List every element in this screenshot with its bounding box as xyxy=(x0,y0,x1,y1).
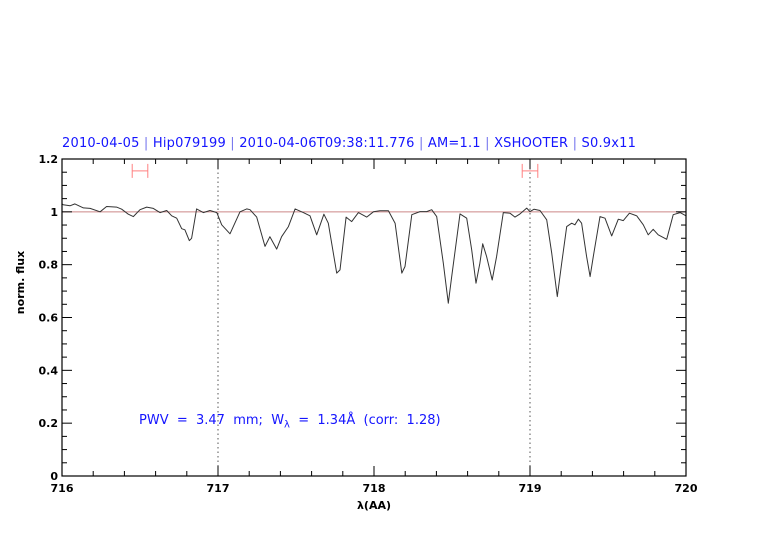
title-instrument: XSHOOTER xyxy=(494,136,569,151)
title-separator: | xyxy=(485,136,490,151)
title-separator: | xyxy=(143,136,149,151)
y-tick-label: 0.2 xyxy=(39,417,59,430)
title-date: 2010-04-05 xyxy=(62,136,140,151)
pwv-text: PWV = 3.47 mm; W xyxy=(139,413,285,428)
x-tick-label: 716 xyxy=(51,482,74,495)
y-tick-label: 0.4 xyxy=(39,364,59,377)
spectrum-line xyxy=(61,203,687,304)
y-tick-label: 1.2 xyxy=(39,153,59,166)
x-tick-label: 717 xyxy=(207,482,230,495)
pwv-annotation: PWV = 3.47 mm; Wλ = 1.34Å (corr: 1.28) xyxy=(139,413,441,431)
y-tick-label: 0.6 xyxy=(39,312,59,325)
y-tick-label: 0.8 xyxy=(39,259,59,272)
x-tick-label: 719 xyxy=(519,482,542,495)
x-axis-label: λ(AA) xyxy=(357,499,391,512)
x-tick-label: 720 xyxy=(675,482,698,495)
x-tick-label: 718 xyxy=(363,482,386,495)
pwv-value-text: = 1.34Å (corr: 1.28) xyxy=(289,413,441,428)
y-tick-label: 1 xyxy=(50,206,58,219)
chart-title: 2010-04-05 | Hip079199 | 2010-04-06T09:3… xyxy=(62,136,702,151)
title-timestamp: 2010-04-06T09:38:11.776 xyxy=(239,136,415,151)
title-airmass: AM=1.1 xyxy=(427,136,481,151)
title-separator: | xyxy=(230,136,235,151)
title-separator: | xyxy=(572,136,578,151)
title-separator: | xyxy=(418,136,424,151)
title-target: Hip079199 xyxy=(152,136,226,151)
title-slit: S0.9x11 xyxy=(581,136,637,151)
y-tick-label: 0 xyxy=(50,470,58,483)
y-axis-label: norm. flux xyxy=(14,251,27,314)
pwv-subscript: λ xyxy=(284,419,290,431)
